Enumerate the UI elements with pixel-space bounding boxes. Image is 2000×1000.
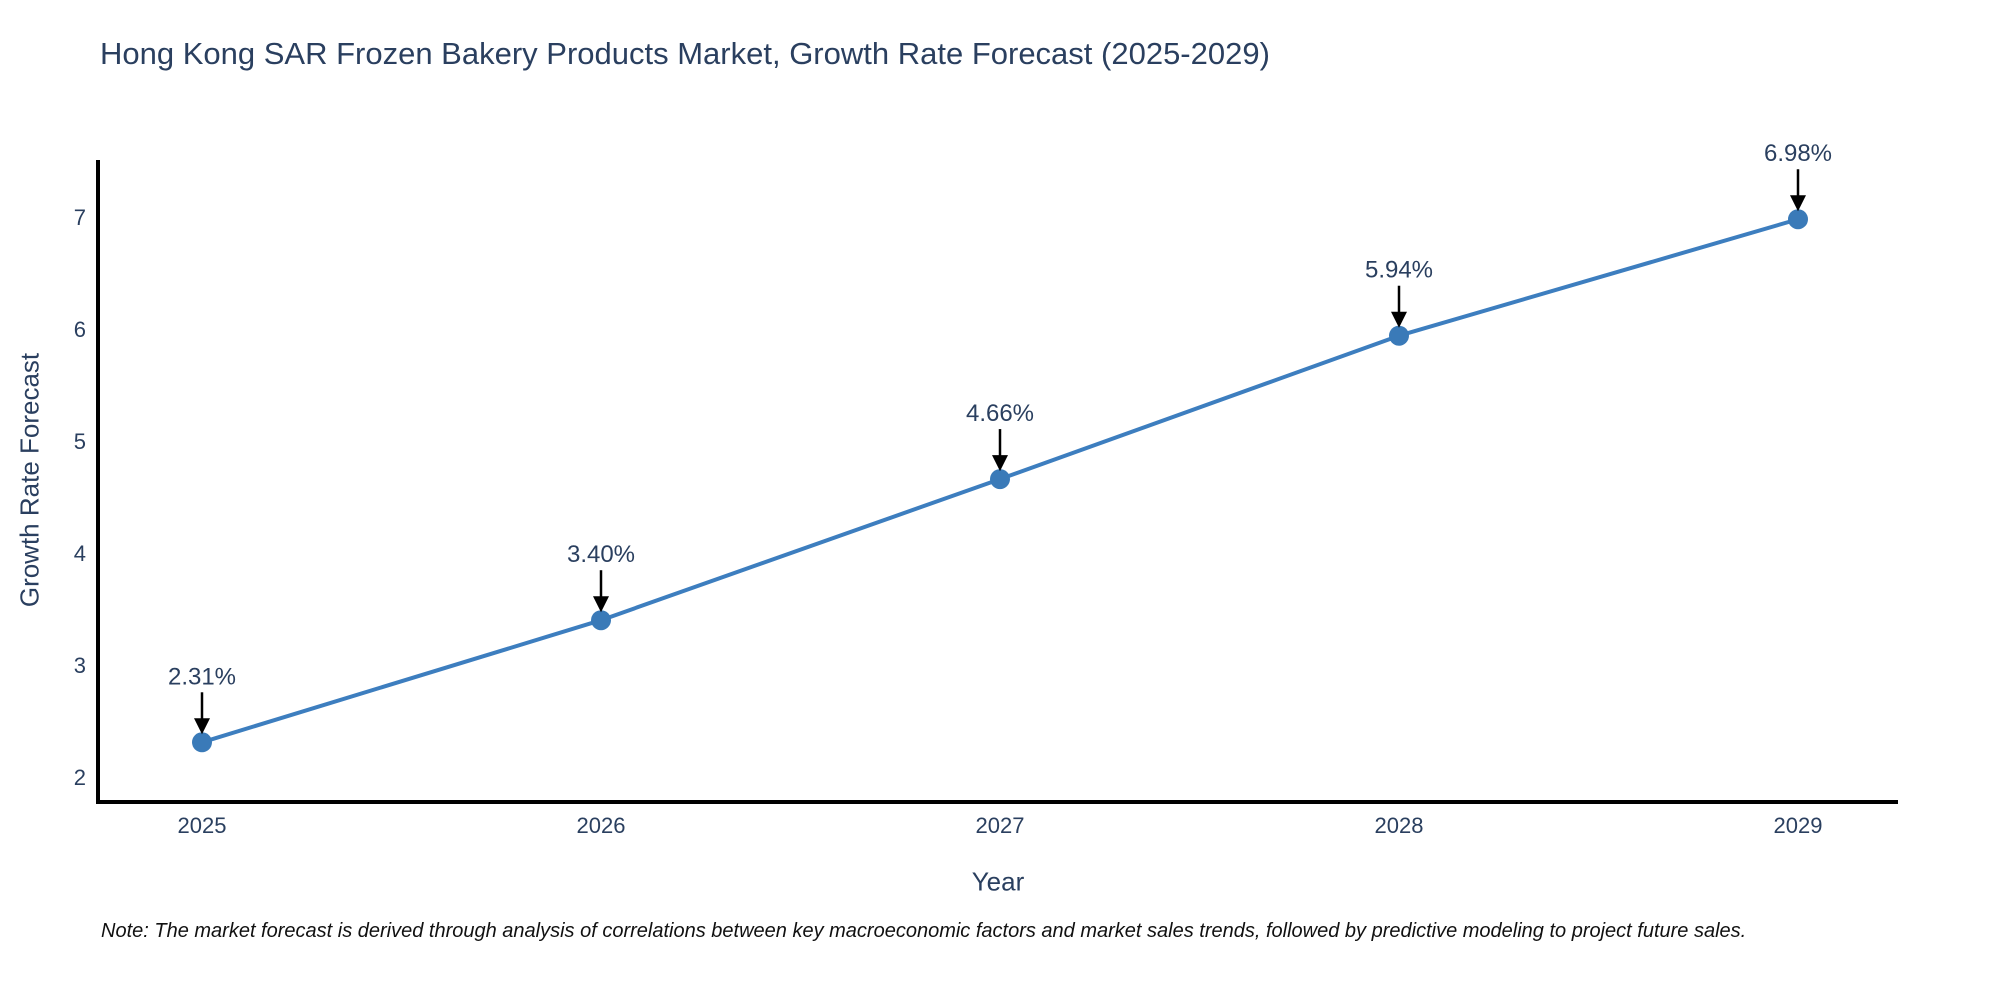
x-tick-label: 2027 <box>976 813 1025 838</box>
annotation-label-2026: 3.40% <box>567 541 635 568</box>
chart-title: Hong Kong SAR Frozen Bakery Products Mar… <box>100 36 1270 71</box>
y-tick-label: 6 <box>74 317 86 342</box>
annotation-arrow-head <box>1790 195 1806 212</box>
annotation-label-2025: 2.31% <box>168 663 236 690</box>
annotation-label-2027: 4.66% <box>966 400 1034 427</box>
annotation-arrow-head <box>1391 311 1407 328</box>
x-tick-label: 2026 <box>577 813 626 838</box>
data-point-2028[interactable] <box>1389 325 1409 346</box>
data-point-2029[interactable] <box>1788 209 1808 230</box>
y-tick-label: 7 <box>74 205 86 230</box>
x-tick-label: 2029 <box>1774 813 1823 838</box>
data-point-2025[interactable] <box>192 732 212 753</box>
x-axis-title: Year <box>971 866 1025 897</box>
y-tick-label: 4 <box>74 541 86 566</box>
y-tick-label: 5 <box>74 429 86 454</box>
annotation-arrow-head <box>194 718 210 735</box>
y-tick-label: 3 <box>74 653 86 678</box>
data-point-2027[interactable] <box>990 469 1010 490</box>
data-point-2026[interactable] <box>591 610 611 631</box>
annotation-arrow-head <box>593 596 609 613</box>
x-tick-label: 2028 <box>1375 813 1424 838</box>
footnote: Note: The market forecast is derived thr… <box>101 920 1747 942</box>
annotation-label-2029: 6.98% <box>1764 140 1832 167</box>
annotation-arrow-head <box>992 455 1008 472</box>
y-axis-title: Growth Rate Forecast <box>14 352 45 608</box>
y-tick-label: 2 <box>74 765 86 790</box>
annotation-label-2028: 5.94% <box>1365 257 1433 284</box>
x-tick-label: 2025 <box>178 813 227 838</box>
